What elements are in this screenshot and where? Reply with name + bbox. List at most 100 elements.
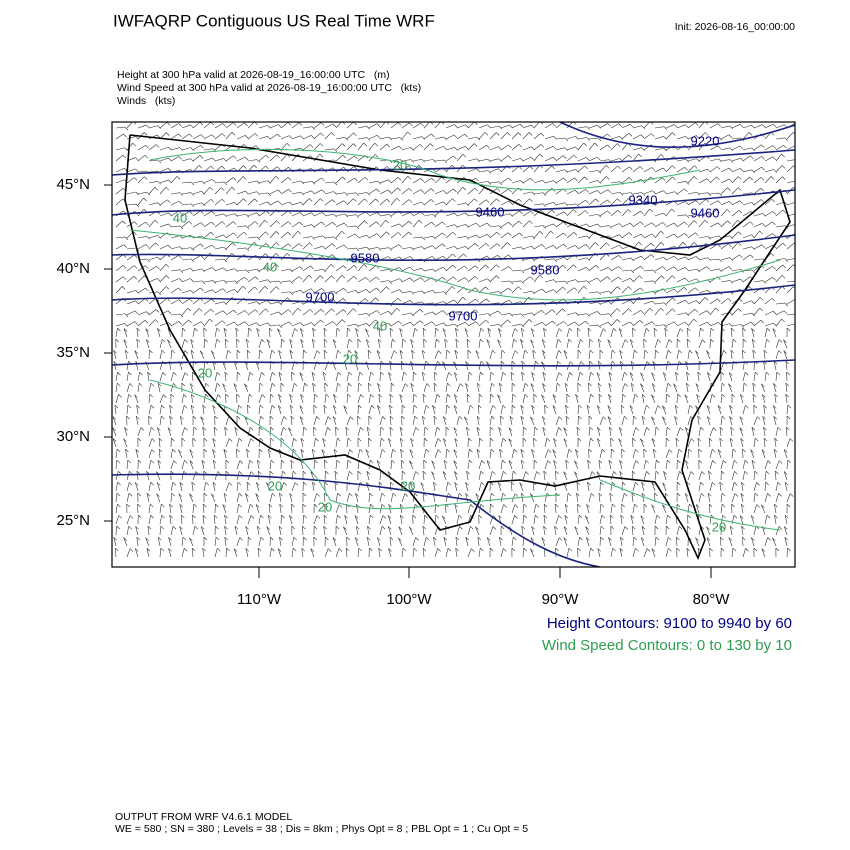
wind-barb — [588, 382, 590, 393]
wind-barb — [601, 449, 606, 453]
wind-barb — [313, 198, 321, 206]
wind-barb — [259, 437, 264, 442]
wind-barb — [137, 265, 146, 272]
wind-barb — [357, 427, 361, 437]
wind-barb — [775, 482, 779, 492]
wind-barb — [569, 328, 573, 332]
wind-barb — [552, 245, 557, 249]
wind-barb — [148, 394, 151, 404]
wind-barb — [324, 275, 332, 283]
wind-barb — [401, 122, 410, 129]
wind-barb — [475, 222, 480, 227]
wind-barb — [332, 339, 337, 349]
wind-barb — [422, 470, 427, 475]
wind-barb — [311, 372, 316, 376]
wind-barb — [442, 515, 446, 520]
wind-barb — [331, 132, 335, 136]
wind-barb — [632, 548, 636, 558]
wind-barb — [500, 360, 505, 365]
wind-barb — [624, 372, 628, 376]
wind-barb — [115, 394, 119, 404]
wind-barb — [214, 471, 218, 481]
wind-barb — [455, 328, 458, 338]
wind-barb — [608, 394, 612, 404]
wind-barb — [258, 308, 266, 316]
wind-barb — [796, 281, 799, 284]
wind-barb — [159, 146, 169, 151]
wind-barb — [434, 267, 444, 272]
wind-barb — [389, 394, 392, 404]
wind-barb — [489, 383, 492, 393]
wind-barb — [643, 503, 648, 508]
wind-barb — [432, 236, 437, 240]
wind-barb — [588, 301, 598, 305]
wind-barb — [280, 201, 290, 206]
wind-barb — [697, 438, 700, 448]
wind-barb — [784, 526, 788, 536]
wind-barb — [621, 154, 629, 162]
wind-barb — [170, 299, 180, 305]
wind-barb — [387, 189, 392, 194]
wind-barb — [280, 416, 285, 426]
wind-barb — [563, 537, 568, 547]
wind-barb — [654, 212, 664, 217]
wind-barb — [299, 222, 303, 226]
wind-barb — [766, 338, 770, 343]
wind-barb — [181, 268, 191, 272]
wind-barb — [566, 493, 569, 503]
wind-barb — [576, 481, 581, 486]
wind-barb — [277, 405, 282, 415]
wind-barb — [401, 246, 411, 250]
wind-barb — [269, 405, 273, 415]
wind-barb — [674, 124, 678, 128]
wind-barb — [610, 198, 618, 206]
wind-barb — [442, 361, 447, 371]
wind-barb — [453, 361, 458, 371]
wind-barb — [761, 504, 766, 514]
wind-barb — [492, 515, 497, 519]
wind-barb — [247, 268, 257, 272]
wind-barb — [585, 244, 589, 248]
wind-barb — [222, 320, 226, 324]
wind-barb — [609, 515, 612, 525]
wind-barb — [599, 165, 607, 173]
wind-barb — [655, 536, 660, 541]
wind-barb — [586, 405, 590, 415]
wind-barb — [640, 383, 645, 393]
wind-barb — [434, 232, 443, 239]
wind-barb — [663, 372, 667, 376]
wind-barb — [253, 164, 258, 169]
wind-barb — [673, 383, 677, 387]
wind-barb — [731, 449, 734, 459]
wind-barb — [138, 514, 142, 519]
wind-barb — [258, 515, 261, 525]
wind-barb — [562, 286, 566, 291]
wind-barb — [610, 328, 614, 338]
wind-barb — [323, 515, 326, 525]
wind-barb — [717, 449, 722, 459]
wind-barb — [293, 536, 297, 541]
wind-barb — [540, 122, 544, 125]
wind-barb — [320, 297, 324, 301]
wind-barb — [621, 209, 629, 217]
wind-barb — [222, 383, 226, 387]
wind-barb — [250, 515, 255, 519]
wind-barb — [687, 525, 689, 536]
wind-barb — [720, 220, 728, 228]
wind-barb — [401, 212, 411, 217]
wind-barb — [258, 383, 261, 393]
wind-barb — [388, 280, 393, 284]
wind-barb — [313, 493, 317, 503]
wind-barb — [324, 382, 329, 387]
wind-barb — [563, 438, 568, 442]
wind-barb — [203, 536, 208, 541]
wind-barb — [313, 536, 317, 541]
wind-barb — [497, 339, 502, 349]
wind-barb — [610, 245, 620, 250]
wind-barb — [621, 166, 630, 173]
wind-barb — [172, 481, 177, 486]
wind-barb — [563, 177, 567, 182]
wind-barb — [540, 132, 545, 137]
wind-barb — [456, 224, 466, 228]
wind-barb — [704, 219, 709, 224]
